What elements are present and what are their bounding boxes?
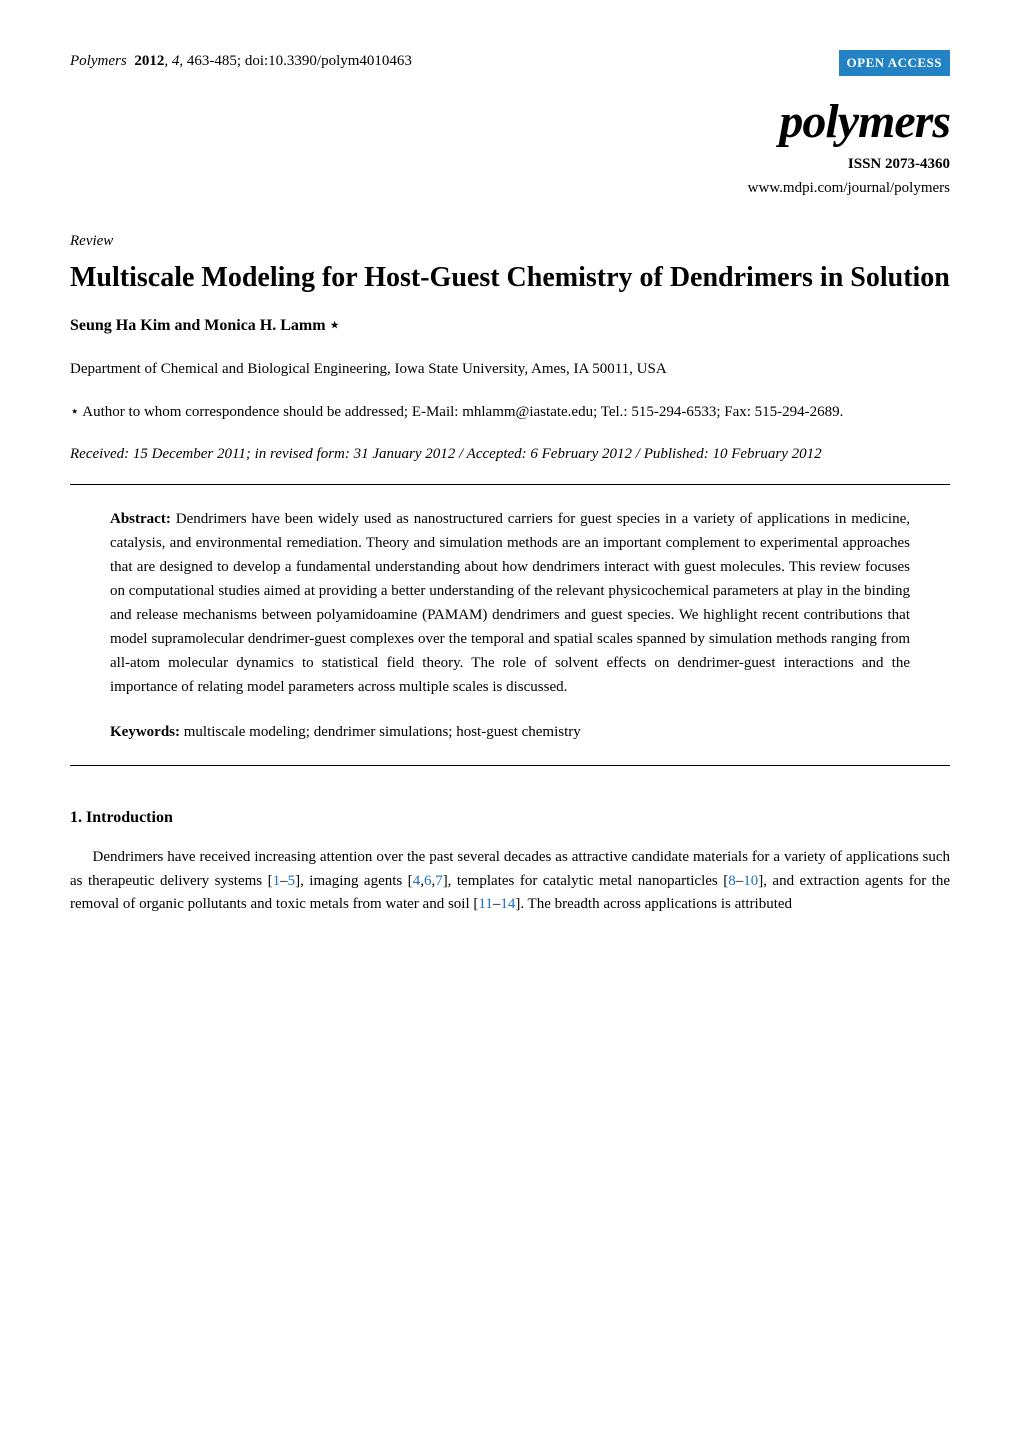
- keywords-block: Keywords: multiscale modeling; dendrimer…: [70, 721, 950, 766]
- open-access-badge: OPEN ACCESS: [839, 50, 950, 76]
- ref-link-5[interactable]: 5: [288, 873, 296, 889]
- ref-link-10[interactable]: 10: [743, 873, 758, 889]
- citation-sep3: ;: [237, 53, 245, 69]
- publication-dates: Received: 15 December 2011; in revised f…: [70, 443, 950, 466]
- keywords-label: Keywords:: [110, 724, 180, 740]
- ref-link-14[interactable]: 14: [500, 896, 515, 912]
- rule-bottom: [70, 765, 950, 766]
- abstract-body: Dendrimers have been widely used as nano…: [110, 511, 910, 695]
- ref-link-1[interactable]: 1: [273, 873, 281, 889]
- correspondence: ⋆ Author to whom correspondence should b…: [70, 401, 950, 424]
- keywords-text: Keywords: multiscale modeling; dendrimer…: [110, 721, 910, 744]
- p1-text-c: ], templates for catalytic metal nanopar…: [443, 873, 729, 889]
- journal-header: polymers ISSN 2073-4360 www.mdpi.com/jou…: [70, 86, 950, 200]
- article-type: Review: [70, 230, 950, 253]
- citation-sep2: ,: [179, 53, 187, 69]
- ref-link-8[interactable]: 8: [728, 873, 736, 889]
- journal-logo: polymers: [70, 86, 950, 158]
- authors: Seung Ha Kim and Monica H. Lamm ⋆: [70, 314, 950, 338]
- p1-text-e: ]. The breadth across applications is at…: [515, 896, 792, 912]
- article-title: Multiscale Modeling for Host-Guest Chemi…: [70, 260, 950, 296]
- intro-paragraph: Dendrimers have received increasing atte…: [70, 846, 950, 916]
- abstract-text: Abstract: Dendrimers have been widely us…: [110, 507, 910, 699]
- ref-link-11[interactable]: 11: [478, 896, 492, 912]
- citation-journal: Polymers: [70, 53, 127, 69]
- journal-url: www.mdpi.com/journal/polymers: [70, 177, 950, 200]
- abstract-label: Abstract:: [110, 511, 171, 527]
- citation-doi: doi:10.3390/polym4010463: [245, 53, 412, 69]
- p1-text-b: ], imaging agents [: [295, 873, 413, 889]
- abstract-block: Abstract: Dendrimers have been widely us…: [70, 485, 950, 721]
- citation: Polymers 2012, 4, 463-485; doi:10.3390/p…: [70, 50, 412, 73]
- citation-sep: ,: [164, 53, 172, 69]
- section-1-heading: 1. Introduction: [70, 806, 950, 830]
- ref-link-7[interactable]: 7: [435, 873, 443, 889]
- citation-year: 2012: [134, 53, 164, 69]
- keywords-body: multiscale modeling; dendrimer simulatio…: [184, 724, 581, 740]
- citation-pages: 463-485: [187, 53, 237, 69]
- dash1: –: [280, 873, 288, 889]
- affiliation: Department of Chemical and Biological En…: [70, 358, 950, 381]
